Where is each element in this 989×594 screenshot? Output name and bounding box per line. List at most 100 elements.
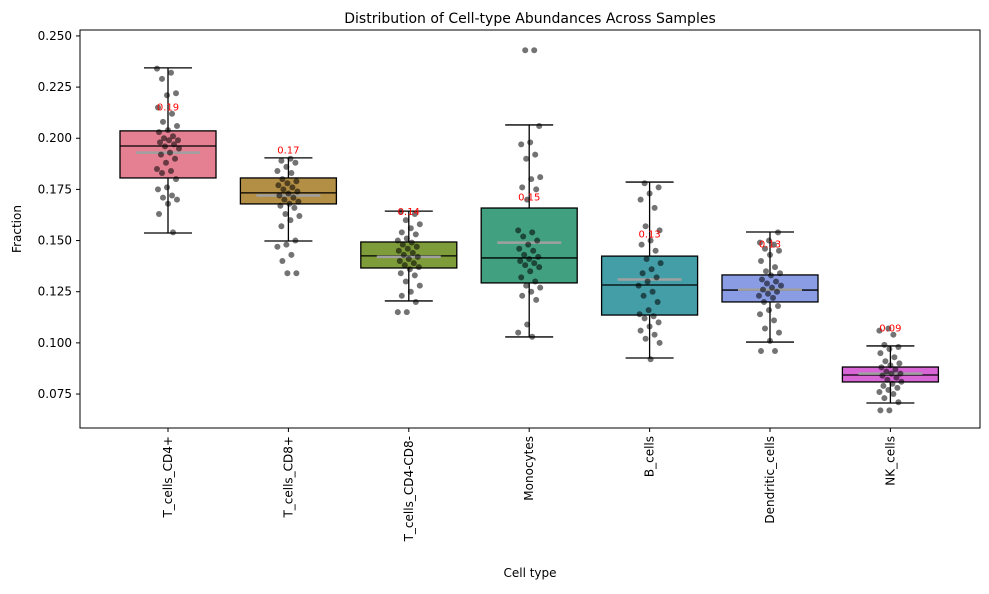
data-point bbox=[766, 237, 772, 244]
data-point bbox=[413, 243, 420, 250]
x-tick-label: Monocytes bbox=[522, 436, 536, 501]
data-point bbox=[646, 323, 653, 330]
data-point bbox=[274, 167, 281, 174]
data-point bbox=[771, 241, 777, 248]
y-tick-label: 0.150 bbox=[38, 234, 72, 248]
data-point bbox=[778, 282, 784, 289]
data-point bbox=[879, 372, 886, 379]
data-point bbox=[400, 251, 407, 258]
data-point bbox=[770, 294, 776, 301]
data-point bbox=[289, 184, 296, 191]
data-point bbox=[398, 229, 405, 236]
data-point bbox=[638, 241, 645, 248]
data-point bbox=[883, 368, 890, 375]
box-NK_cells: 0.09 bbox=[841, 324, 940, 414]
data-point bbox=[893, 374, 900, 381]
data-point bbox=[775, 303, 781, 310]
data-point bbox=[158, 151, 164, 158]
data-point bbox=[414, 253, 421, 260]
data-point bbox=[402, 217, 409, 224]
data-point bbox=[884, 376, 891, 383]
data-point bbox=[412, 298, 419, 305]
data-point bbox=[286, 200, 293, 207]
data-point bbox=[530, 247, 537, 254]
data-point bbox=[403, 309, 410, 316]
data-point bbox=[172, 155, 178, 162]
data-point bbox=[415, 264, 422, 271]
data-point bbox=[877, 407, 884, 414]
data-point bbox=[292, 237, 299, 244]
data-point bbox=[886, 346, 893, 353]
mean-annotation: 0.14 bbox=[398, 207, 420, 218]
data-point bbox=[160, 194, 166, 201]
data-point bbox=[771, 317, 777, 324]
data-point bbox=[657, 260, 664, 267]
x-tick-label: T_cells_CD8+ bbox=[281, 436, 295, 519]
data-point bbox=[756, 292, 762, 299]
data-point bbox=[159, 170, 165, 177]
mean-annotation: 0.09 bbox=[879, 324, 901, 335]
data-point bbox=[523, 282, 530, 289]
data-point bbox=[529, 333, 536, 340]
data-point bbox=[881, 395, 888, 402]
plot-area-frame bbox=[79, 29, 981, 429]
data-point bbox=[527, 139, 534, 146]
data-point bbox=[409, 249, 416, 256]
data-point bbox=[402, 278, 409, 285]
data-point bbox=[757, 239, 763, 246]
data-point bbox=[533, 186, 540, 193]
data-point bbox=[294, 188, 301, 195]
data-point bbox=[764, 280, 770, 287]
data-point bbox=[290, 194, 297, 201]
data-point bbox=[527, 268, 534, 275]
data-point bbox=[407, 225, 414, 232]
data-point bbox=[534, 237, 541, 244]
data-point bbox=[156, 129, 162, 136]
data-point bbox=[644, 278, 651, 285]
y-tick-label: 0.175 bbox=[38, 182, 72, 196]
data-point bbox=[516, 245, 523, 252]
data-point bbox=[283, 241, 290, 248]
mean-annotation: 0.17 bbox=[277, 146, 299, 157]
data-point bbox=[649, 288, 656, 295]
data-point bbox=[653, 274, 660, 281]
data-point bbox=[517, 258, 524, 265]
data-point bbox=[895, 399, 902, 406]
data-point bbox=[170, 229, 176, 236]
data-point bbox=[410, 260, 417, 267]
data-point bbox=[655, 184, 662, 191]
data-point bbox=[518, 141, 525, 148]
box-T_cells_CD8+: 0.17 bbox=[239, 146, 338, 277]
data-point bbox=[885, 325, 892, 332]
data-point bbox=[886, 407, 893, 414]
data-point bbox=[531, 260, 538, 267]
data-point bbox=[878, 364, 885, 371]
data-point bbox=[407, 288, 414, 295]
data-point bbox=[531, 47, 538, 54]
data-point bbox=[528, 176, 535, 183]
data-point bbox=[533, 296, 540, 303]
data-point bbox=[880, 382, 887, 389]
data-point bbox=[762, 325, 768, 332]
data-point bbox=[890, 331, 897, 338]
data-point bbox=[396, 258, 403, 265]
data-point bbox=[416, 221, 423, 228]
mean-annotation: 0.13 bbox=[638, 229, 660, 240]
data-point bbox=[284, 270, 291, 277]
data-point bbox=[526, 255, 533, 262]
data-point bbox=[767, 251, 773, 258]
data-point bbox=[412, 231, 419, 238]
data-point bbox=[404, 245, 411, 252]
data-point bbox=[656, 339, 663, 346]
data-point bbox=[643, 255, 650, 262]
data-point bbox=[757, 311, 763, 318]
data-point bbox=[897, 370, 904, 377]
data-point bbox=[156, 210, 162, 217]
box-T_cells_CD4+: 0.19 bbox=[119, 65, 217, 236]
box-B_cells: 0.13 bbox=[600, 180, 699, 363]
data-point bbox=[768, 272, 774, 279]
mean-annotation: 0.19 bbox=[157, 103, 179, 114]
data-point bbox=[165, 200, 171, 207]
y-tick-label: 0.125 bbox=[38, 285, 72, 299]
